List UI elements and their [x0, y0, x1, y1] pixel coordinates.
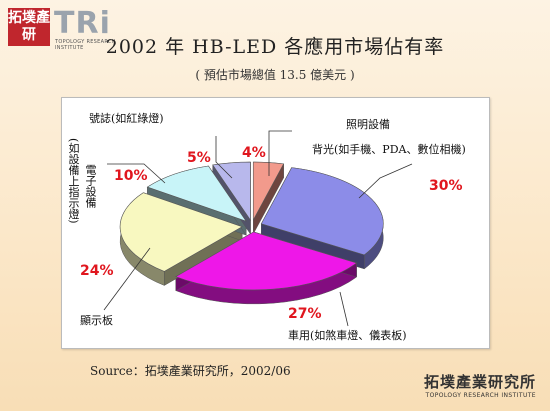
- pct-signal: 5%: [187, 150, 211, 166]
- label-electronics-paren: (如設備上指示燈): [67, 138, 80, 224]
- logo-chinese: 拓墣產研: [8, 8, 50, 46]
- chart-title: 2002 年 HB-LED 各應用市場佔有率: [105, 36, 445, 58]
- slice-3: [146, 165, 247, 222]
- label-automotive: 車用(如煞車燈、儀表板): [288, 329, 407, 342]
- logo-brand: TRi: [54, 6, 111, 41]
- leader-automotive: [339, 291, 349, 327]
- pct-display: 24%: [80, 263, 114, 279]
- pct-automotive: 27%: [288, 306, 322, 322]
- leader-signal: [215, 136, 233, 179]
- footer-logo-chinese: 拓墣產業研究所: [423, 373, 536, 391]
- leader-lighting: [268, 130, 292, 176]
- label-lighting: 照明設備: [346, 118, 390, 131]
- label-backlight: 背光(如手機、PDA、數位相機): [312, 143, 466, 156]
- pct-backlight: 30%: [429, 178, 463, 194]
- label-display: 顯示板: [80, 314, 113, 327]
- slice-0: [260, 167, 384, 256]
- source-note: Source：拓墣產業研究所，2002/06: [90, 364, 291, 378]
- chart-subtitle: ( 預估市場總值 13.5 億美元 ): [195, 68, 355, 82]
- footer-logo-english: TOPOLOGY RESEARCH INSTITUTE: [425, 392, 536, 399]
- label-signal: 號誌(如紅綠燈): [89, 112, 164, 125]
- pct-electronics: 10%: [114, 168, 148, 184]
- slice-2: [119, 192, 243, 272]
- leader-backlight: [358, 163, 413, 199]
- leader-electronics: [107, 163, 166, 184]
- logo-tagline: TOPOLOGY RESEARCH INSTITUTE: [55, 39, 116, 51]
- slice-1: [175, 231, 358, 291]
- pct-lighting: 4%: [242, 145, 266, 161]
- chart-panel: 照明設備 背光(如手機、PDA、數位相機) 號誌(如紅綠燈) 電子設備 (如設備…: [61, 97, 490, 349]
- footer-logo: 拓墣產業研究所 TOPOLOGY RESEARCH INSTITUTE: [424, 371, 536, 399]
- slice-4: [212, 161, 251, 222]
- leader-display: [103, 247, 151, 311]
- label-electronics-main: 電子設備: [84, 164, 97, 208]
- tri-logo: 拓墣產研 TRi TOPOLOGY RESEARCH INSTITUTE: [8, 6, 128, 51]
- slice-5: [252, 161, 285, 221]
- pie-chart: [103, 130, 413, 327]
